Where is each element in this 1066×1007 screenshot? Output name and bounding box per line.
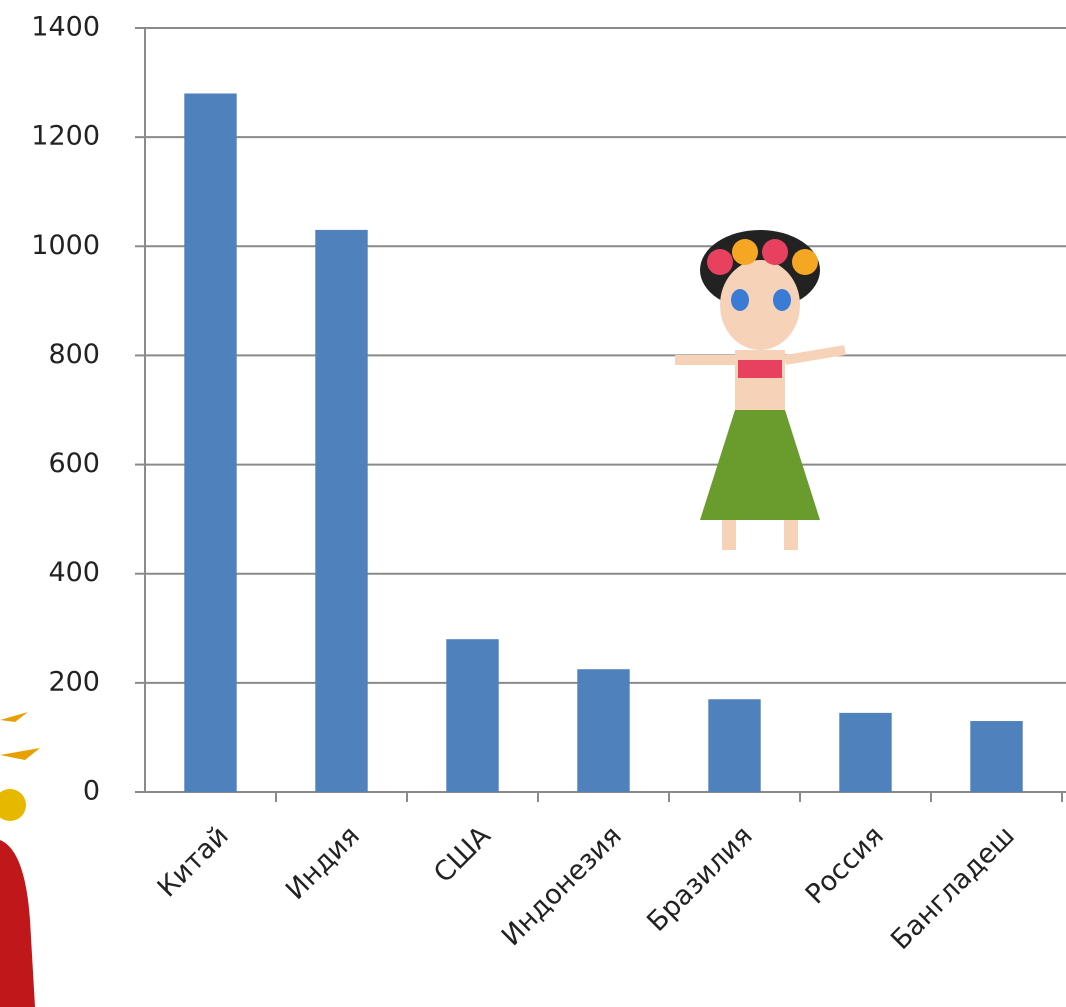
plot: 0 200 400 600 800 1000 1200 1400 Китай Индия США Ин…: [31, 12, 1066, 956]
x-tick-label: Индия: [280, 820, 366, 906]
decoration-girl: [675, 230, 846, 550]
bar: [577, 669, 630, 792]
y-tick-label: 800: [48, 339, 100, 370]
bar: [839, 712, 892, 792]
y-tick-label: 400: [48, 557, 100, 588]
bar: [446, 639, 499, 792]
x-tick-label: Россия: [800, 820, 890, 910]
x-tick-label: Бангладеш: [885, 820, 1021, 956]
x-tick-label: Китай: [152, 820, 235, 903]
y-tick-label: 600: [48, 448, 100, 479]
bar: [315, 229, 368, 792]
y-tick-label: 1200: [31, 121, 100, 152]
y-tick-label: 0: [83, 776, 100, 807]
bar: [184, 93, 237, 792]
bar: [970, 721, 1023, 792]
bar: [708, 699, 761, 792]
decoration-figure: [0, 712, 40, 1007]
y-tick-label: 1400: [31, 12, 100, 43]
x-tick-label: США: [428, 820, 497, 889]
x-tick-label: Бразилия: [641, 820, 759, 938]
y-tick-label: 1000: [31, 230, 100, 261]
x-tick-label: Индонезия: [496, 820, 628, 952]
y-tick-label: 200: [48, 666, 100, 697]
